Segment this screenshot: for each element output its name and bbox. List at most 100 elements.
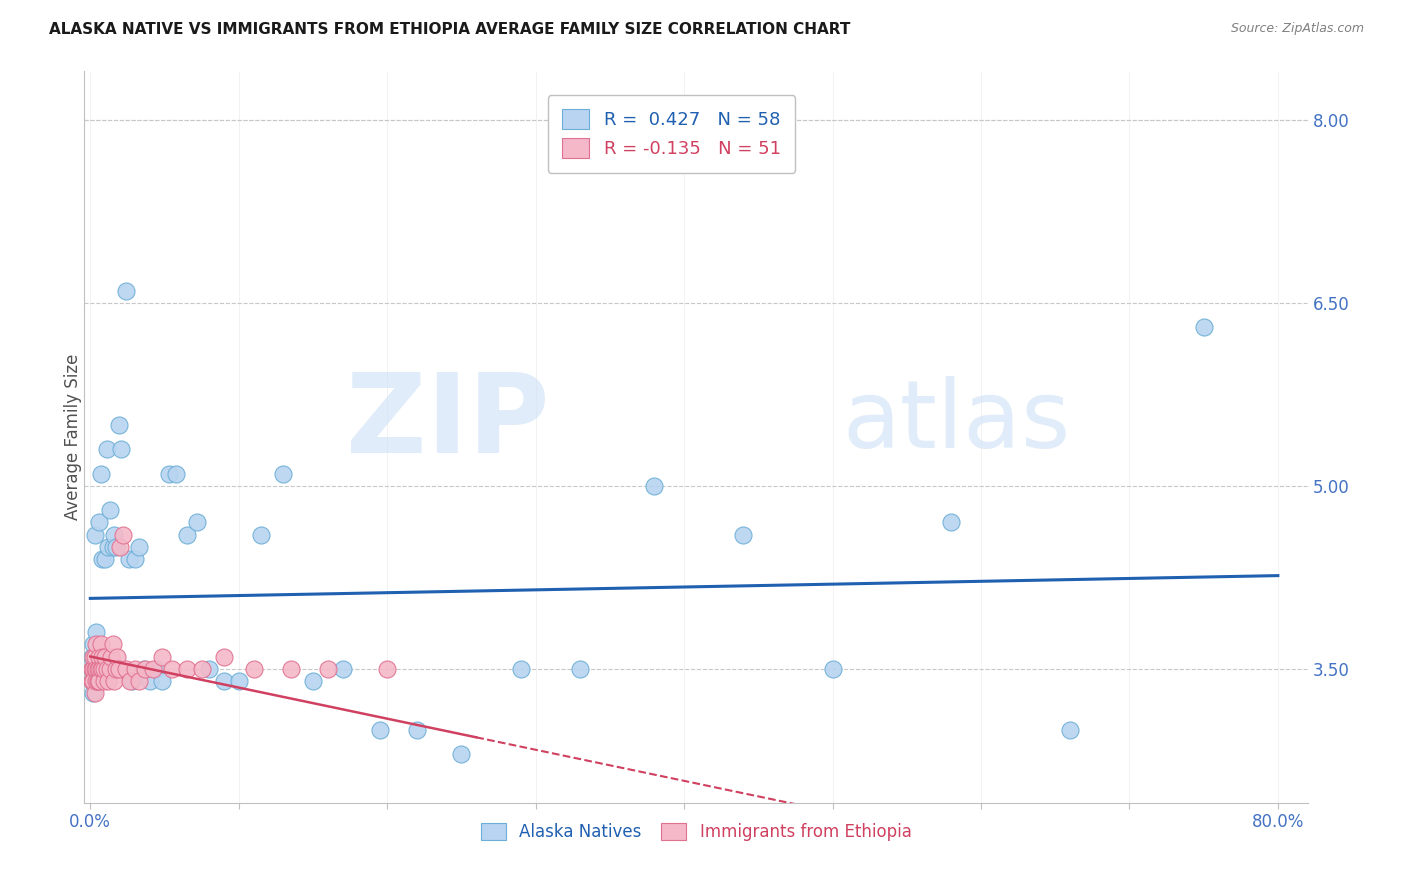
Point — [96, 442, 118, 457]
Point — [93, 673, 115, 688]
Point — [89, 662, 111, 676]
Point — [128, 540, 150, 554]
Point — [160, 662, 183, 676]
Point — [98, 662, 121, 676]
Point — [1192, 320, 1215, 334]
Point — [82, 673, 104, 688]
Point — [91, 662, 114, 676]
Point — [80, 662, 103, 676]
Point — [104, 662, 127, 676]
Point — [91, 649, 114, 664]
Point — [821, 662, 844, 676]
Point — [83, 673, 105, 688]
Point — [302, 673, 325, 688]
Point — [90, 662, 112, 676]
Point — [115, 662, 138, 676]
Point — [84, 673, 107, 688]
Point — [138, 673, 160, 688]
Point — [80, 673, 103, 688]
Point — [332, 662, 354, 676]
Point — [198, 662, 221, 676]
Point — [91, 552, 114, 566]
Point — [569, 662, 592, 676]
Point — [108, 540, 131, 554]
Point — [82, 686, 104, 700]
Point — [176, 662, 198, 676]
Point — [103, 527, 125, 541]
Text: ALASKA NATIVE VS IMMIGRANTS FROM ETHIOPIA AVERAGE FAMILY SIZE CORRELATION CHART: ALASKA NATIVE VS IMMIGRANTS FROM ETHIOPI… — [49, 22, 851, 37]
Point — [87, 662, 110, 676]
Point — [93, 662, 115, 676]
Point — [115, 284, 138, 298]
Legend: Alaska Natives, Immigrants from Ethiopia: Alaska Natives, Immigrants from Ethiopia — [472, 814, 920, 849]
Point — [84, 625, 107, 640]
Point — [132, 662, 155, 676]
Point — [93, 662, 115, 676]
Point — [105, 649, 128, 664]
Text: atlas: atlas — [842, 376, 1071, 468]
Point — [157, 467, 180, 481]
Point — [118, 552, 141, 566]
Point — [107, 417, 129, 432]
Point — [104, 540, 127, 554]
Point — [142, 662, 165, 676]
Point — [107, 662, 129, 676]
Point — [100, 649, 122, 664]
Point — [89, 516, 111, 530]
Point — [84, 662, 107, 676]
Text: ZIP: ZIP — [346, 369, 550, 476]
Point — [90, 467, 112, 481]
Point — [83, 662, 105, 676]
Point — [120, 673, 142, 688]
Point — [111, 527, 134, 541]
Point — [406, 723, 429, 737]
Point — [82, 662, 104, 676]
Point — [941, 516, 963, 530]
Point — [97, 540, 120, 554]
Point — [97, 673, 120, 688]
Point — [134, 662, 156, 676]
Point — [87, 673, 110, 688]
Point — [643, 479, 665, 493]
Point — [90, 649, 112, 664]
Point — [212, 673, 235, 688]
Point — [250, 527, 273, 541]
Point — [87, 662, 110, 676]
Point — [87, 673, 110, 688]
Point — [110, 442, 132, 457]
Point — [87, 673, 110, 688]
Point — [128, 673, 150, 688]
Point — [121, 673, 143, 688]
Point — [368, 723, 391, 737]
Point — [83, 649, 105, 664]
Y-axis label: Average Family Size: Average Family Size — [65, 354, 82, 520]
Point — [80, 649, 103, 664]
Point — [150, 649, 173, 664]
Point — [84, 637, 107, 651]
Point — [190, 662, 212, 676]
Point — [165, 467, 187, 481]
Point — [733, 527, 755, 541]
Point — [450, 747, 472, 761]
Point — [82, 649, 104, 664]
Point — [83, 649, 105, 664]
Point — [228, 673, 250, 688]
Point — [150, 673, 173, 688]
Point — [271, 467, 294, 481]
Point — [103, 673, 125, 688]
Point — [176, 527, 198, 541]
Point — [465, 845, 488, 859]
Point — [82, 637, 104, 651]
Text: Source: ZipAtlas.com: Source: ZipAtlas.com — [1230, 22, 1364, 36]
Point — [89, 673, 111, 688]
Point — [124, 552, 146, 566]
Point — [80, 673, 103, 688]
Point — [1059, 723, 1081, 737]
Point — [101, 637, 124, 651]
Point — [212, 649, 235, 664]
Point — [90, 637, 112, 651]
Point — [509, 662, 531, 676]
Point — [94, 552, 117, 566]
Point — [94, 649, 117, 664]
Point — [186, 516, 208, 530]
